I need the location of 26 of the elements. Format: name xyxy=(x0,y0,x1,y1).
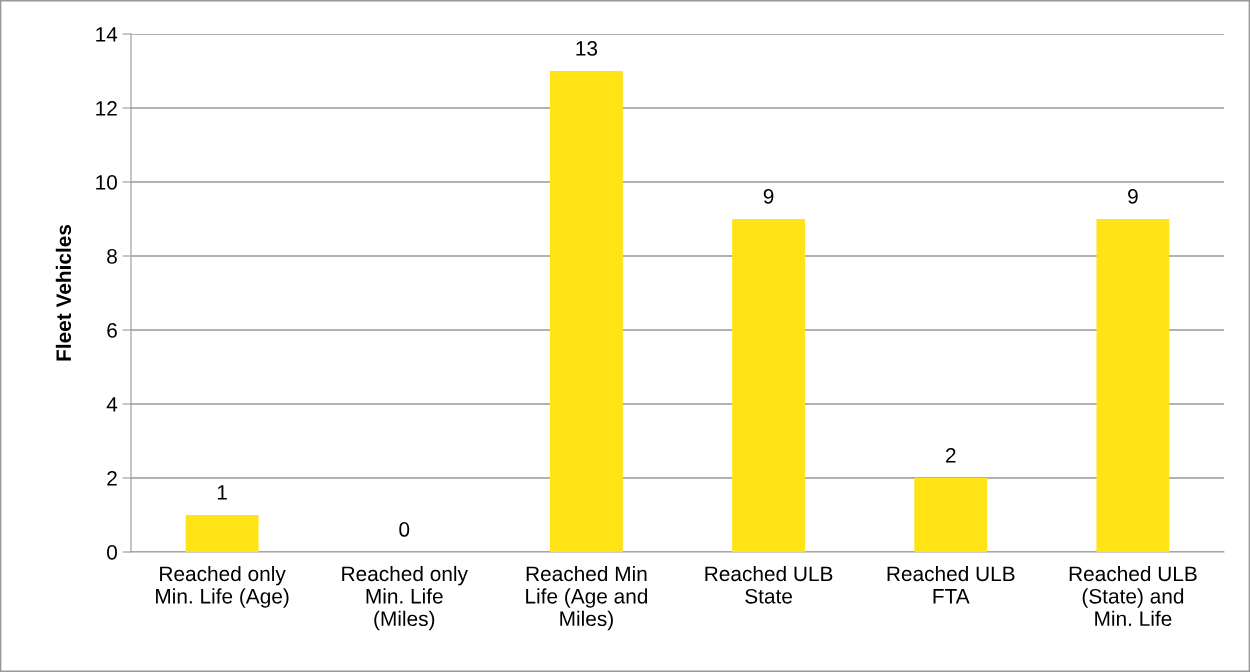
x-tick-label: Reached Min Life (Age and Miles) xyxy=(526,565,648,631)
bar xyxy=(185,515,259,552)
x-tick-label: Reached only Min. Life (Age) xyxy=(156,565,289,608)
x-tick-label: Reached ULB State xyxy=(705,565,833,604)
data-label: 9 xyxy=(763,189,774,204)
bar xyxy=(914,478,988,552)
y-tick-label: 4 xyxy=(106,397,118,412)
y-tick-label: 6 xyxy=(107,323,117,338)
data-label: 1 xyxy=(217,485,227,500)
bar xyxy=(1096,219,1170,552)
y-axis-title: Fleet Vehicles xyxy=(55,224,72,361)
x-tick-label: Reached ULB FTA xyxy=(887,565,1015,604)
data-label: 0 xyxy=(399,522,410,537)
y-tick-label: 0 xyxy=(107,545,117,560)
y-tick-label: 12 xyxy=(96,101,117,116)
y-tick-label: 14 xyxy=(96,27,118,42)
bar xyxy=(732,219,806,552)
y-tick-label: 8 xyxy=(107,249,117,264)
y-tick-label: 10 xyxy=(96,175,117,190)
data-label: 2 xyxy=(946,448,956,463)
y-tick-label: 2 xyxy=(107,471,117,486)
data-label: 13 xyxy=(576,41,598,56)
x-tick-label: Reached ULB (State) and Min. Life xyxy=(1069,565,1197,627)
data-label: 9 xyxy=(1128,189,1138,204)
bar xyxy=(549,71,623,552)
x-tick-label: Reached only Min. Life (Miles) xyxy=(342,565,468,631)
